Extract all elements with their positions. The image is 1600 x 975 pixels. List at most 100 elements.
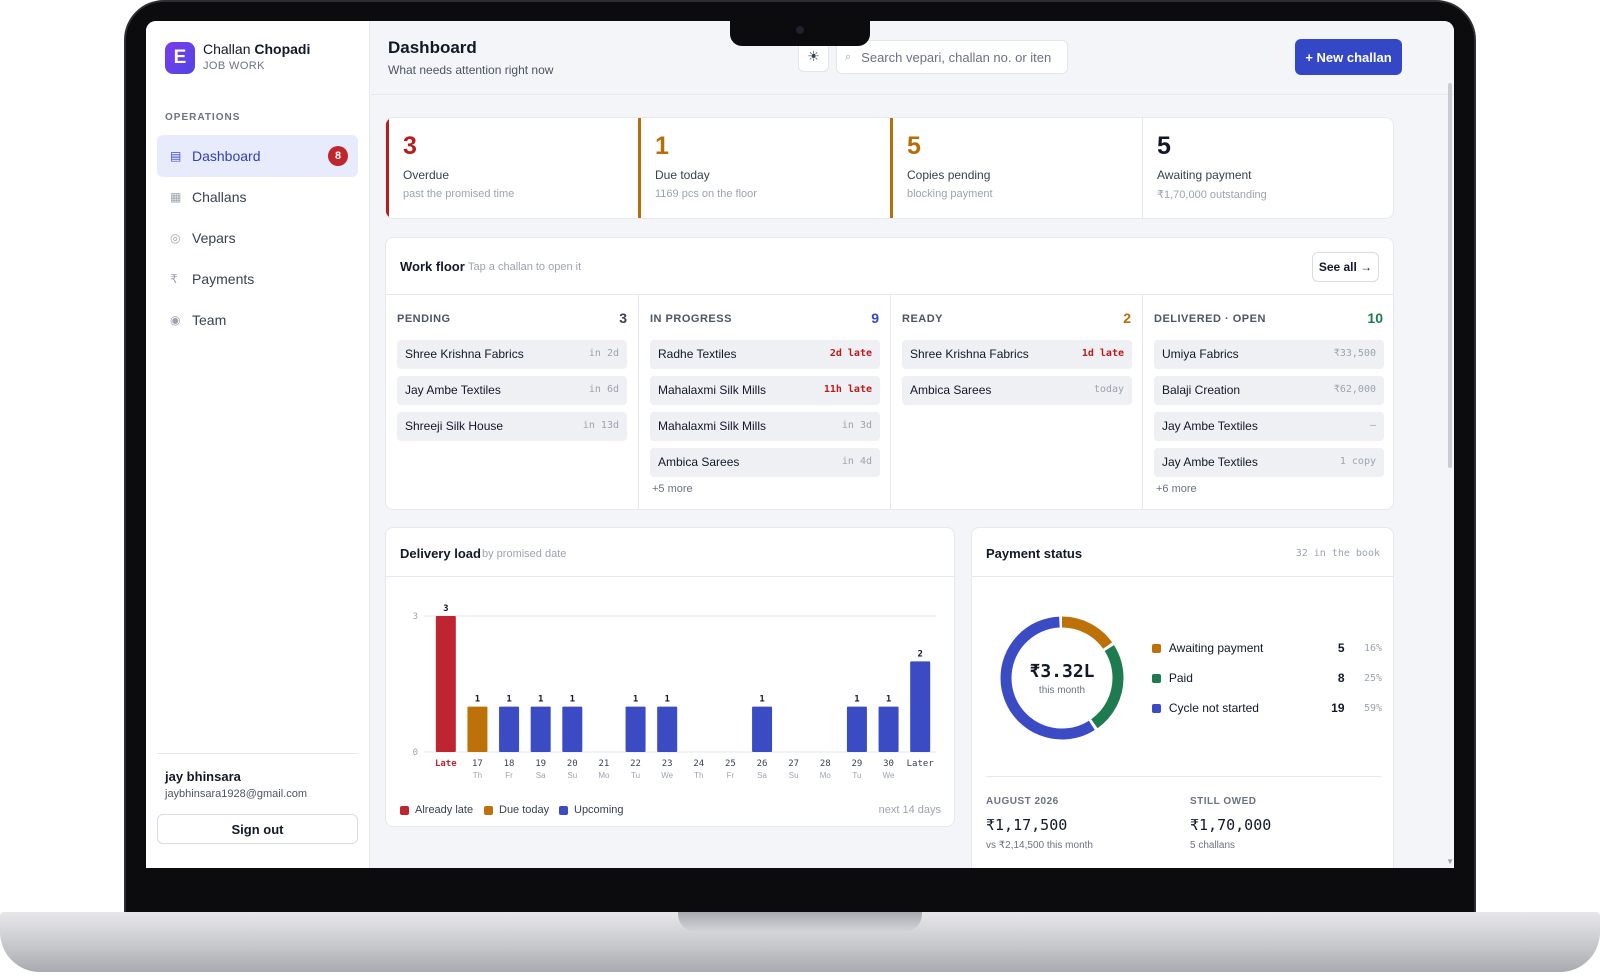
- row-meta: 11h late: [823, 384, 872, 395]
- work-floor-hint: Tap a challan to open it: [468, 261, 582, 273]
- more-link[interactable]: +5 more: [652, 483, 693, 495]
- work-floor-card: Work floor Tap a challan to open it See …: [385, 237, 1394, 510]
- bar-value-label: 1: [475, 695, 480, 705]
- rupee-icon: ₹: [170, 272, 178, 286]
- app-screen: E Challan Chopadi JOB WORK OPERATIONS ▤ …: [146, 21, 1454, 868]
- y-tick-label: 0: [413, 748, 418, 758]
- challan-row[interactable]: Mahalaxmi Silk Mills in 3d: [650, 412, 880, 441]
- see-all-button[interactable]: See all →: [1312, 252, 1379, 282]
- bar-value-label: 1: [633, 695, 638, 705]
- more-link[interactable]: +6 more: [1156, 483, 1197, 495]
- stat-label: Due today: [655, 168, 710, 182]
- stat-subtitle: 1169 pcs on the floor: [655, 188, 757, 200]
- legend-upcoming: Upcoming: [559, 804, 624, 816]
- stat-copies-pending[interactable]: 5 Copies pending blocking payment: [890, 118, 1142, 218]
- row-meta: 1d late: [1081, 348, 1124, 359]
- vepari-name: Jay Ambe Textiles: [1162, 419, 1258, 433]
- challan-row[interactable]: Umiya Fabrics ₹33,500: [1154, 340, 1384, 369]
- row-meta: ₹33,500: [1333, 348, 1376, 359]
- donut-slice-paid: [1000, 616, 1124, 740]
- challan-row[interactable]: Shree Krishna Fabrics in 2d: [397, 340, 627, 369]
- summary-label-month: AUGUST 2026: [986, 796, 1059, 807]
- x-tick-label: 23: [662, 759, 673, 769]
- x-day-label: Fr: [505, 771, 513, 780]
- legend-swatch: [1152, 703, 1161, 713]
- bar-value-label: 1: [759, 695, 764, 705]
- sidebar: E Challan Chopadi JOB WORK OPERATIONS ▤ …: [146, 21, 370, 868]
- vepari-name: Ambica Sarees: [910, 383, 992, 397]
- x-day-label: Th: [473, 771, 482, 780]
- x-tick-label: 30: [883, 759, 894, 769]
- legend-count: 19: [1331, 701, 1345, 715]
- x-tick-label: 26: [757, 759, 768, 769]
- bar: [657, 706, 678, 752]
- challan-row[interactable]: Shreeji Silk House in 13d: [397, 412, 627, 441]
- sidebar-item-payments[interactable]: ₹ Payments: [157, 258, 358, 300]
- x-day-label: Mo: [820, 771, 832, 780]
- sign-out-button[interactable]: Sign out: [157, 814, 358, 844]
- challan-row[interactable]: Shree Krishna Fabrics 1d late: [902, 340, 1132, 369]
- bar: [846, 706, 867, 752]
- legend-label: Cycle not started: [1168, 701, 1259, 715]
- stat-overdue[interactable]: 3 Overdue past the promised time: [386, 118, 638, 218]
- stat-label: Overdue: [403, 168, 450, 182]
- stat-awaiting-payment[interactable]: 5 Awaiting payment ₹1,70,000 outstanding: [1142, 118, 1393, 218]
- work-floor-title: Work floor: [400, 259, 465, 274]
- challan-row[interactable]: Ambica Sarees in 4d: [650, 448, 880, 477]
- user-name: jay bhinsara: [165, 769, 241, 784]
- bar-value-label: 1: [506, 695, 511, 705]
- x-tick-label: Later: [907, 759, 935, 769]
- sidebar-item-challans[interactable]: ▦ Challans: [157, 176, 358, 218]
- challan-row[interactable]: Jay Ambe Textiles 1 copy: [1154, 448, 1384, 477]
- legend-swatch: [1152, 643, 1161, 653]
- search-input[interactable]: [861, 49, 1052, 65]
- sidebar-item-team[interactable]: ◉ Team: [157, 299, 358, 341]
- row-meta: in 4d: [841, 456, 872, 467]
- x-day-label: Mo: [598, 771, 610, 780]
- legend-label: Already late: [415, 804, 474, 816]
- bar-value-label: 2: [917, 649, 922, 659]
- sidebar-item-label: Dashboard: [192, 148, 261, 164]
- legend-already-late: Already late: [400, 804, 473, 816]
- stat-subtitle: past the promised time: [403, 188, 515, 200]
- new-challan-button[interactable]: + New challan: [1295, 39, 1402, 75]
- legend-label: Due today: [499, 804, 550, 816]
- challan-row[interactable]: Mahalaxmi Silk Mills 11h late: [650, 376, 880, 405]
- donut-slice-awaiting: [1000, 616, 1124, 740]
- challan-row[interactable]: Radhe Textiles 2d late: [650, 340, 880, 369]
- donut-slice-not-started: [1000, 616, 1124, 740]
- challan-row[interactable]: Jay Ambe Textiles –: [1154, 412, 1384, 441]
- legend-percent: 25%: [1363, 672, 1382, 684]
- sidebar-item-label: Vepars: [192, 230, 236, 246]
- scrollbar-thumb[interactable]: [1448, 83, 1452, 468]
- summary-sub-owed: 5 challans: [1190, 840, 1236, 851]
- search-box[interactable]: ⌕: [836, 40, 1068, 74]
- x-tick-label: 22: [630, 759, 641, 769]
- challan-row[interactable]: Jay Ambe Textiles in 6d: [397, 376, 627, 405]
- sidebar-item-dashboard[interactable]: ▤ Dashboard 8: [157, 135, 358, 177]
- challan-row[interactable]: Ambica Sarees today: [902, 376, 1132, 405]
- sidebar-item-label: Payments: [192, 271, 255, 287]
- bar: [562, 706, 583, 752]
- stat-due-today[interactable]: 1 Due today 1169 pcs on the floor: [638, 118, 890, 218]
- vepars-icon: ◎: [170, 231, 181, 245]
- column-count: 9: [871, 310, 879, 326]
- x-day-label: Su: [567, 771, 577, 780]
- vepari-name: Ambica Sarees: [658, 455, 740, 469]
- page-subtitle: What needs attention right now: [388, 63, 554, 77]
- user-email: jaybhinsara1928@gmail.com: [165, 788, 308, 800]
- bar: [435, 616, 456, 752]
- scroll-down-icon[interactable]: ▼: [1446, 857, 1454, 866]
- payment-status-card: Payment status 32 in the book ₹3.32L thi…: [971, 527, 1394, 868]
- x-tick-label: 20: [567, 759, 578, 769]
- vepari-name: Radhe Textiles: [658, 347, 737, 361]
- stat-value: 5: [1157, 132, 1171, 160]
- challan-row[interactable]: Balaji Creation ₹62,000: [1154, 376, 1384, 405]
- sidebar-item-vepars[interactable]: ◎ Vepars: [157, 217, 358, 259]
- legend-label: Upcoming: [574, 804, 624, 816]
- x-tick-label: 28: [820, 759, 831, 769]
- legend-percent: 16%: [1363, 642, 1382, 654]
- sun-icon: ☀: [807, 48, 820, 64]
- vepari-name: Jay Ambe Textiles: [1162, 455, 1258, 469]
- x-day-label: Sa: [536, 771, 546, 780]
